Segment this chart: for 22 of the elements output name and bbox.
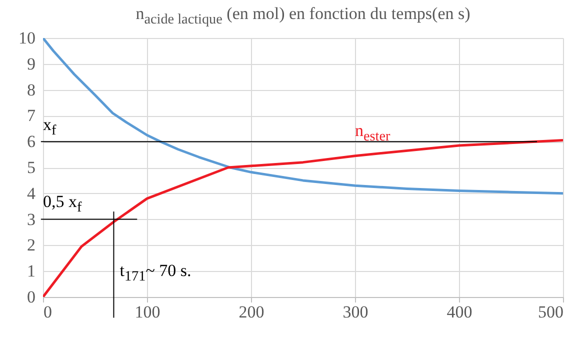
ref-line-label: 0,5 x$_{f}$ [43, 192, 82, 216]
series-label: n$_{ester}$ [355, 120, 390, 144]
y-tick-label: 3 [27, 210, 36, 229]
y-tick-label: 4 [27, 184, 36, 203]
y-tick-label: 5 [27, 158, 36, 177]
ref-line-label: t$_{171}$~ 70 s. [120, 261, 192, 284]
y-tick-label: 1 [27, 262, 36, 281]
y-tick-label: 7 [27, 106, 36, 126]
x-tick-label: 0 [44, 302, 52, 322]
chart-title: n$_{acide lactique}$ (en mol) en fonction du temps(en s) [134, 4, 472, 28]
x-tick-label: 100 [134, 302, 160, 322]
x-tick-label: 300 [342, 302, 368, 322]
y-tick-label: 6 [27, 132, 36, 152]
y-tick-label: 0 [27, 288, 36, 306]
y-tick-label: 10 [18, 28, 36, 48]
x-tick-label: 200 [238, 302, 264, 322]
x-tick-label: 500 [538, 302, 564, 322]
y-tick-label: 2 [27, 236, 36, 255]
y-tick-label: 8 [27, 80, 36, 100]
y-tick-label: 9 [27, 54, 36, 74]
x-tick-label: 400 [446, 302, 472, 322]
ref-line-label: x$_{f}$ [43, 114, 56, 138]
